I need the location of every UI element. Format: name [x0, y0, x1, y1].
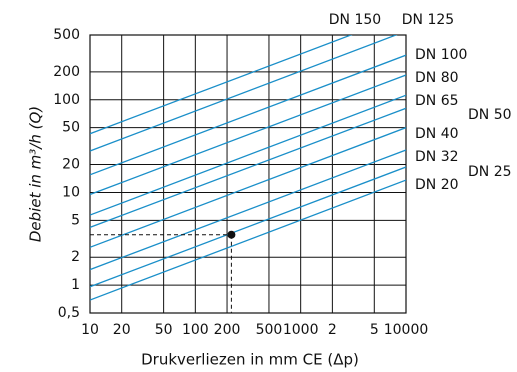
y-tick-label: 5 [71, 212, 80, 228]
dn-line [90, 179, 406, 301]
series-label: DN 20 [415, 177, 459, 193]
series-label: DN 50 [468, 107, 512, 123]
operating-point [227, 230, 236, 239]
series-label: DN 150 [329, 12, 381, 28]
series-label: DN 100 [415, 47, 467, 63]
y-tick-label: 0,5 [58, 305, 80, 321]
y-axis-title: Debiet in m³/h (Q) [27, 106, 45, 242]
dn-line [90, 149, 406, 271]
series-label: DN 32 [415, 149, 459, 165]
x-tick-label: 500 [256, 322, 283, 338]
series-label: DN 40 [415, 126, 459, 142]
dn-line [90, 54, 406, 176]
series-label: DN 80 [415, 70, 459, 86]
x-tick-label: 100 [182, 322, 209, 338]
dn-line [90, 166, 406, 288]
y-tick-label: 20 [62, 157, 80, 173]
x-tick-label: 200 [214, 322, 241, 338]
x-tick-label: 10000 [384, 322, 429, 338]
y-tick-label: 2 [71, 249, 80, 265]
dn-line [90, 74, 406, 196]
x-tick-label: 2 [328, 322, 337, 338]
x-tick-label: 1000 [283, 322, 319, 338]
dn-line [90, 94, 406, 216]
x-axis-title: Drukverliezen in mm CE (Δp) [141, 351, 359, 369]
y-tick-label: 100 [53, 92, 80, 108]
series-group [90, 35, 406, 301]
series-label: DN 25 [468, 164, 512, 180]
plot-frame [89, 34, 407, 314]
y-tick-label: 500 [53, 27, 80, 43]
dn-line [90, 35, 398, 152]
dn-line [90, 127, 406, 248]
dn-line [90, 107, 406, 228]
dn-line [90, 35, 353, 135]
x-tick-label: 50 [155, 322, 173, 338]
x-tick-label: 10 [81, 322, 99, 338]
y-tick-label: 1 [71, 277, 80, 293]
y-tick-label: 10 [62, 184, 80, 200]
series-label: DN 65 [415, 93, 459, 109]
x-tick-label: 5 [370, 322, 379, 338]
series-label: DN 125 [402, 12, 454, 28]
y-tick-label: 50 [62, 120, 80, 136]
y-tick-label: 200 [53, 64, 80, 80]
x-tick-label: 20 [113, 322, 131, 338]
